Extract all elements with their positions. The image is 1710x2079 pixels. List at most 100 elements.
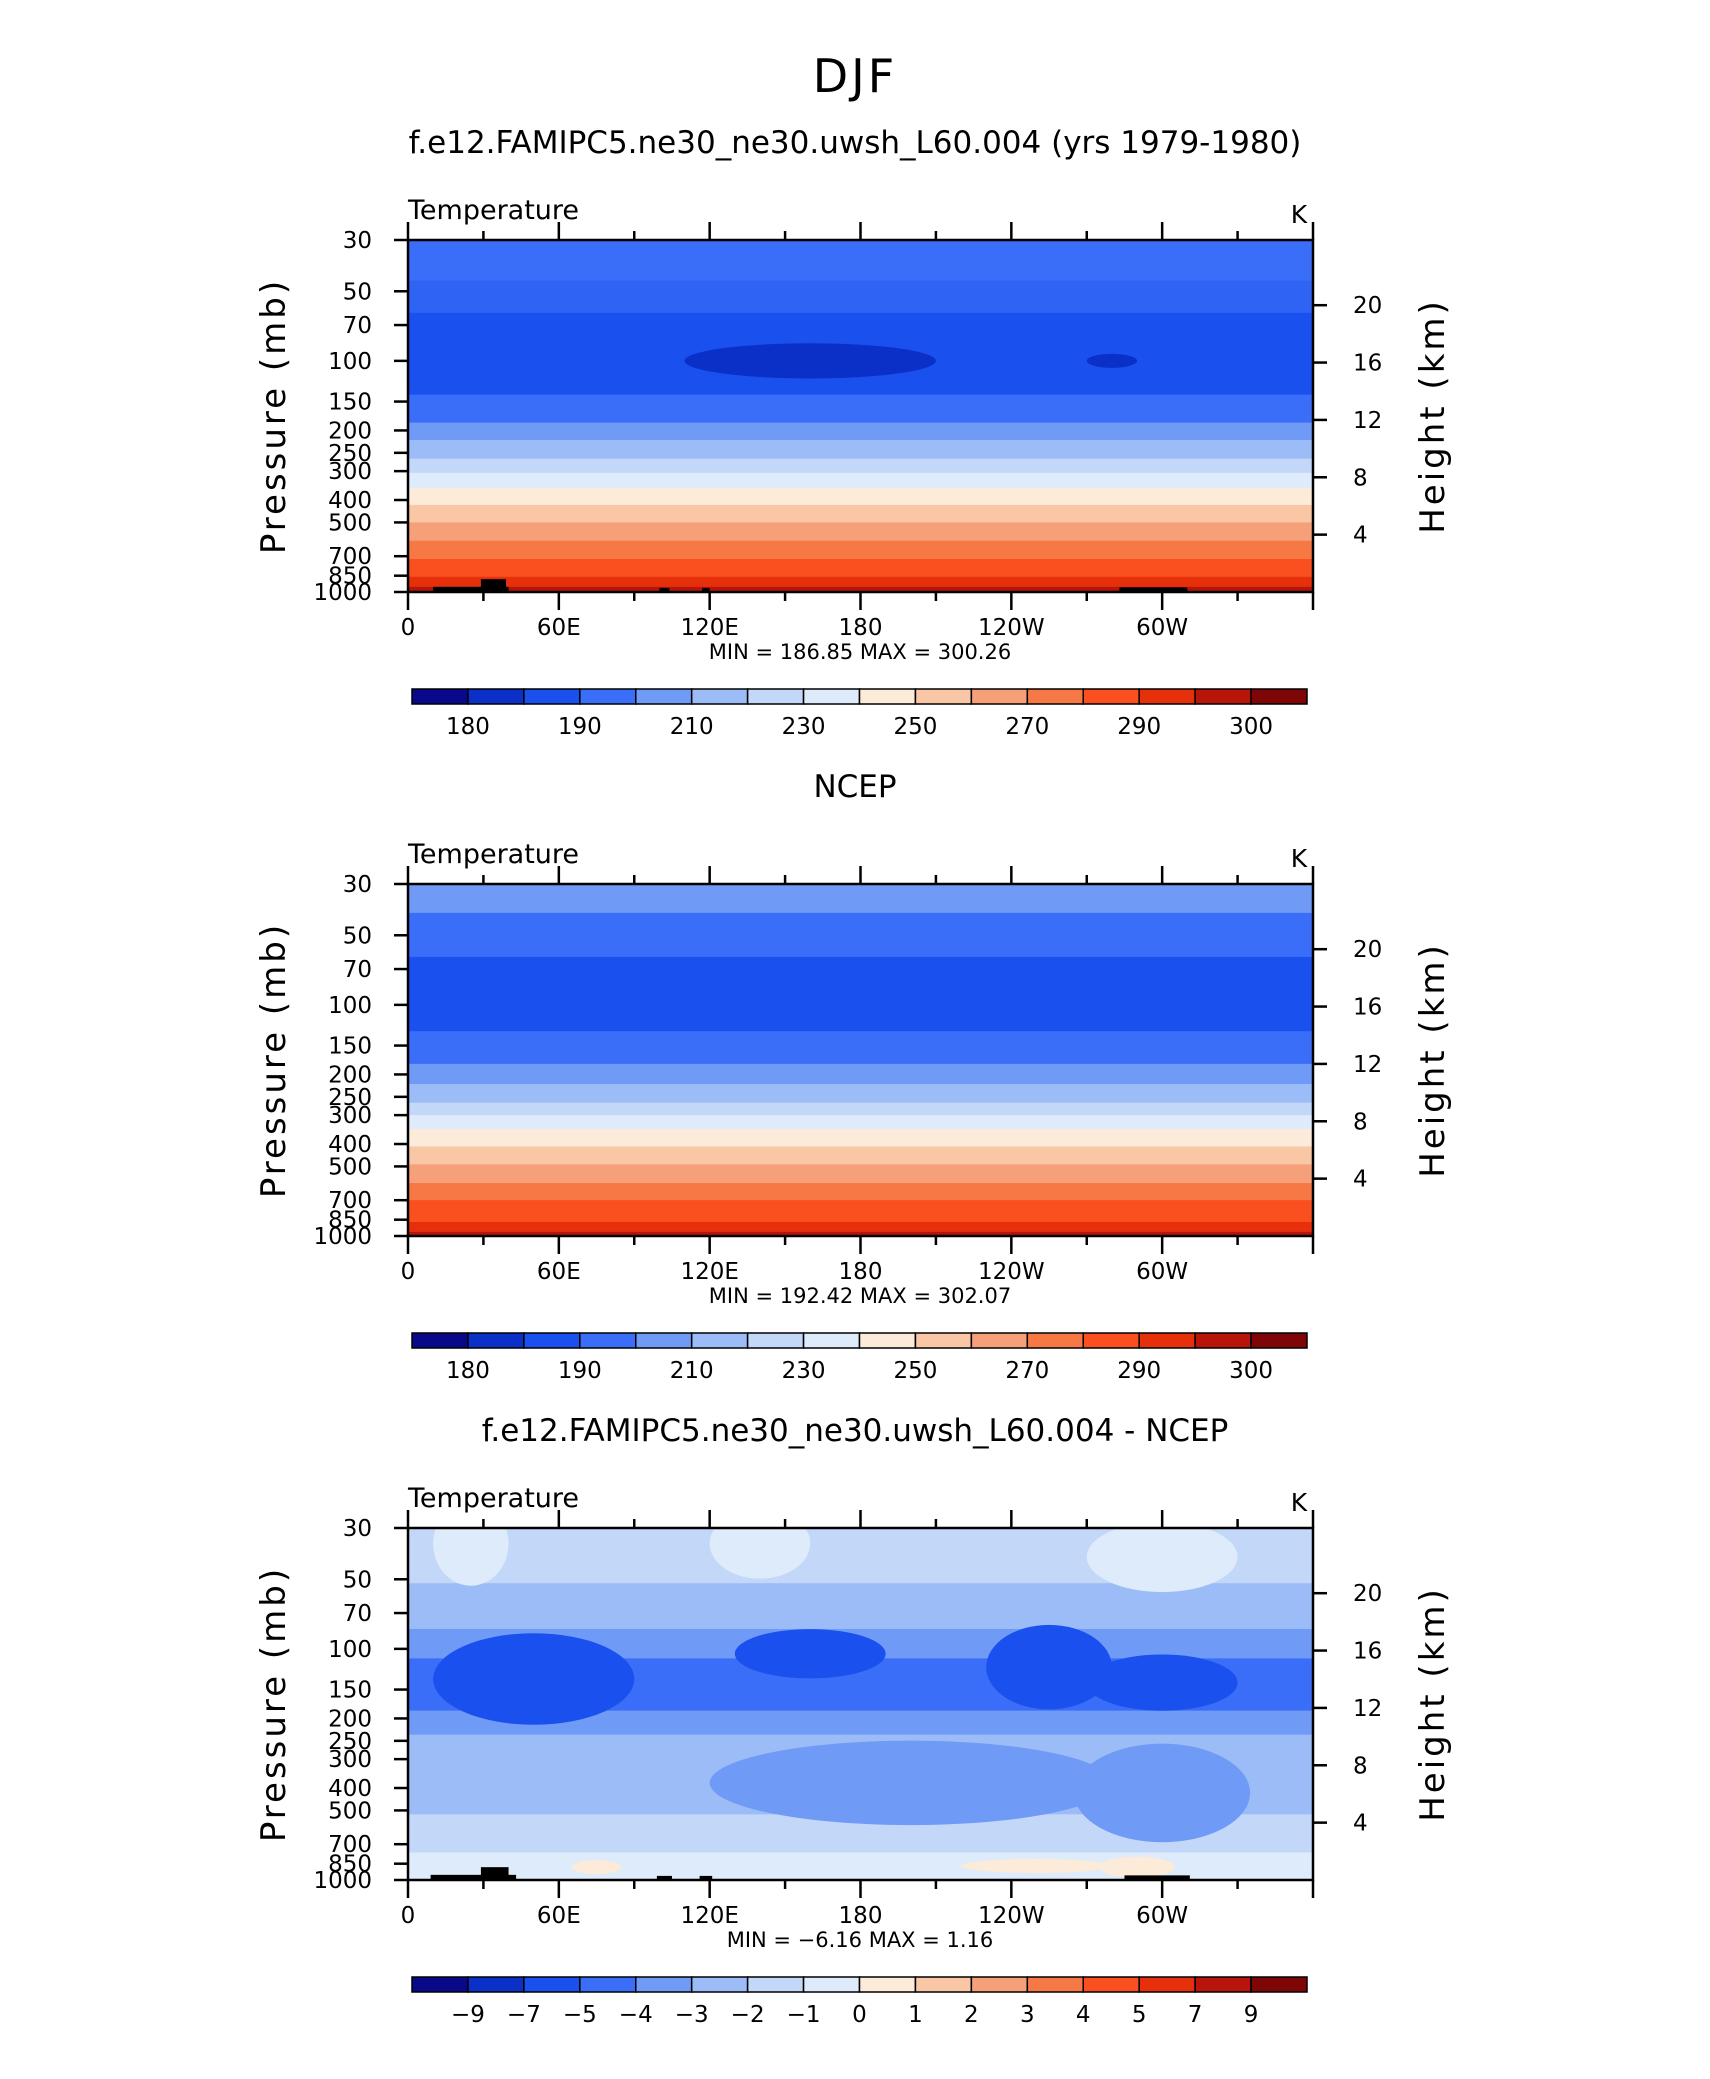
y2-axis-label: Height (km)	[1413, 942, 1453, 1178]
chart-title: f.e12.FAMIPC5.ne30_ne30.uwsh_L60.004 - N…	[482, 1413, 1229, 1449]
y-tick-label: 250	[328, 1085, 372, 1111]
colorbar-swatch	[802, 688, 861, 705]
y-tick-label: 30	[343, 228, 372, 254]
y-tick-label: 30	[343, 872, 372, 898]
contour-blob	[734, 1629, 886, 1679]
units-label: K	[1291, 844, 1308, 873]
x-tick-label: 60W	[1136, 1903, 1188, 1929]
y-tick-label: 500	[328, 1154, 372, 1180]
units-label: K	[1291, 200, 1308, 229]
contour-band	[408, 586, 1313, 592]
contour-band	[408, 472, 1313, 489]
variable-label: Temperature	[407, 839, 579, 870]
contour-blob	[709, 1528, 811, 1579]
colorbar-label: −1	[787, 2002, 821, 2028]
colorbar-swatch	[802, 1976, 861, 1993]
contour-blob	[1099, 1856, 1175, 1878]
x-tick-label: 60E	[537, 1903, 581, 1929]
contour-band	[408, 440, 1313, 460]
contour-blob	[1086, 1528, 1238, 1593]
contour-band	[408, 458, 1313, 474]
x-tick-label: 180	[839, 615, 883, 641]
colorbar-swatch	[746, 1976, 805, 1993]
colorbar-label: −5	[563, 2002, 597, 2028]
colorbar-swatch	[411, 1976, 469, 1993]
y2-tick-label: 20	[1353, 293, 1382, 319]
colorbar-label: 1	[908, 2002, 923, 2028]
x-tick-label: 180	[839, 1259, 883, 1285]
y-tick-label: 50	[343, 923, 372, 949]
x-tick-label: 0	[401, 1903, 416, 1929]
contour-band	[408, 956, 1313, 1032]
y-tick-label: 200	[328, 418, 372, 444]
y-tick-label: 850	[328, 564, 372, 590]
y-tick-label: 250	[328, 1729, 372, 1755]
y-axis-label: Pressure (mb)	[254, 1566, 294, 1842]
colorbar-label: −4	[619, 2002, 653, 2028]
y2-tick-label: 16	[1353, 995, 1382, 1021]
contour-band	[408, 1063, 1313, 1085]
contour-band	[408, 488, 1313, 506]
x-tick-label: 0	[401, 615, 416, 641]
colorbar-swatch	[523, 1332, 581, 1349]
colorbar-label: 4	[1076, 2002, 1091, 2028]
contour-blob	[961, 1858, 1112, 1874]
min-max-text: MIN = 192.42 MAX = 302.07	[709, 1284, 1011, 1308]
colorbar-swatch	[579, 1332, 637, 1349]
terrain-mask	[1119, 587, 1188, 592]
y-tick-label: 250	[328, 441, 372, 467]
contour-band	[408, 884, 1313, 914]
colorbar-swatch	[1082, 1976, 1140, 1993]
x-tick-label: 120W	[978, 1259, 1045, 1285]
y-tick-label: 1000	[313, 1868, 372, 1894]
y-tick-label: 70	[343, 1601, 372, 1627]
chart-panel-3: f.e12.FAMIPC5.ne30_ne30.uwsh_L60.004 - N…	[254, 1413, 1453, 2028]
terrain-mask	[1124, 1875, 1190, 1880]
colorbar-swatch	[914, 1332, 973, 1349]
terrain-mask	[480, 579, 507, 592]
terrain-mask	[659, 587, 670, 592]
colorbar-label: −9	[451, 2002, 485, 2028]
colorbar-swatch	[523, 688, 581, 705]
colorbar-label: −7	[507, 2002, 541, 2028]
contour-band	[408, 1084, 1313, 1104]
colorbar-swatch	[579, 688, 637, 705]
y-tick-label: 200	[328, 1706, 372, 1732]
y-tick-label: 70	[343, 957, 372, 983]
contour-band	[408, 1231, 1313, 1236]
colorbar-label: 5	[1132, 2002, 1147, 2028]
y2-tick-label: 8	[1353, 1109, 1368, 1135]
y-tick-label: 300	[328, 1747, 372, 1773]
colorbar-label: 7	[1188, 2002, 1203, 2028]
colorbar-swatch	[523, 1976, 581, 1993]
colorbar-swatch	[635, 1976, 693, 1993]
y-tick-label: 400	[328, 1776, 372, 1802]
colorbar-swatch	[970, 1976, 1029, 1993]
x-tick-label: 60E	[537, 615, 581, 641]
y2-tick-label: 16	[1353, 351, 1382, 377]
page-title: DJF	[813, 49, 897, 103]
contour-band	[408, 422, 1313, 441]
contour-band	[408, 912, 1313, 958]
y-tick-label: 100	[328, 1637, 372, 1663]
colorbar-swatch	[1138, 688, 1196, 705]
y-tick-label: 30	[343, 1516, 372, 1542]
y-tick-label: 400	[328, 1132, 372, 1158]
colorbar-label: 9	[1244, 2002, 1259, 2028]
colorbar-label: 2	[964, 2002, 979, 2028]
colorbar-swatch	[635, 1332, 693, 1349]
colorbar-swatch	[635, 688, 693, 705]
colorbar-swatch	[1194, 1976, 1252, 1993]
contour-blob	[433, 1528, 509, 1586]
colorbar-swatch	[1026, 1332, 1084, 1349]
y-tick-label: 400	[328, 488, 372, 514]
contour-band	[408, 394, 1313, 424]
colorbar-swatch	[1138, 1332, 1196, 1349]
x-tick-label: 120W	[978, 615, 1045, 641]
contour-blob	[1074, 1743, 1251, 1843]
colorbar-label: 300	[1229, 714, 1273, 740]
units-label: K	[1291, 1488, 1308, 1517]
contour-band	[408, 522, 1313, 542]
y2-tick-label: 16	[1353, 1639, 1382, 1665]
